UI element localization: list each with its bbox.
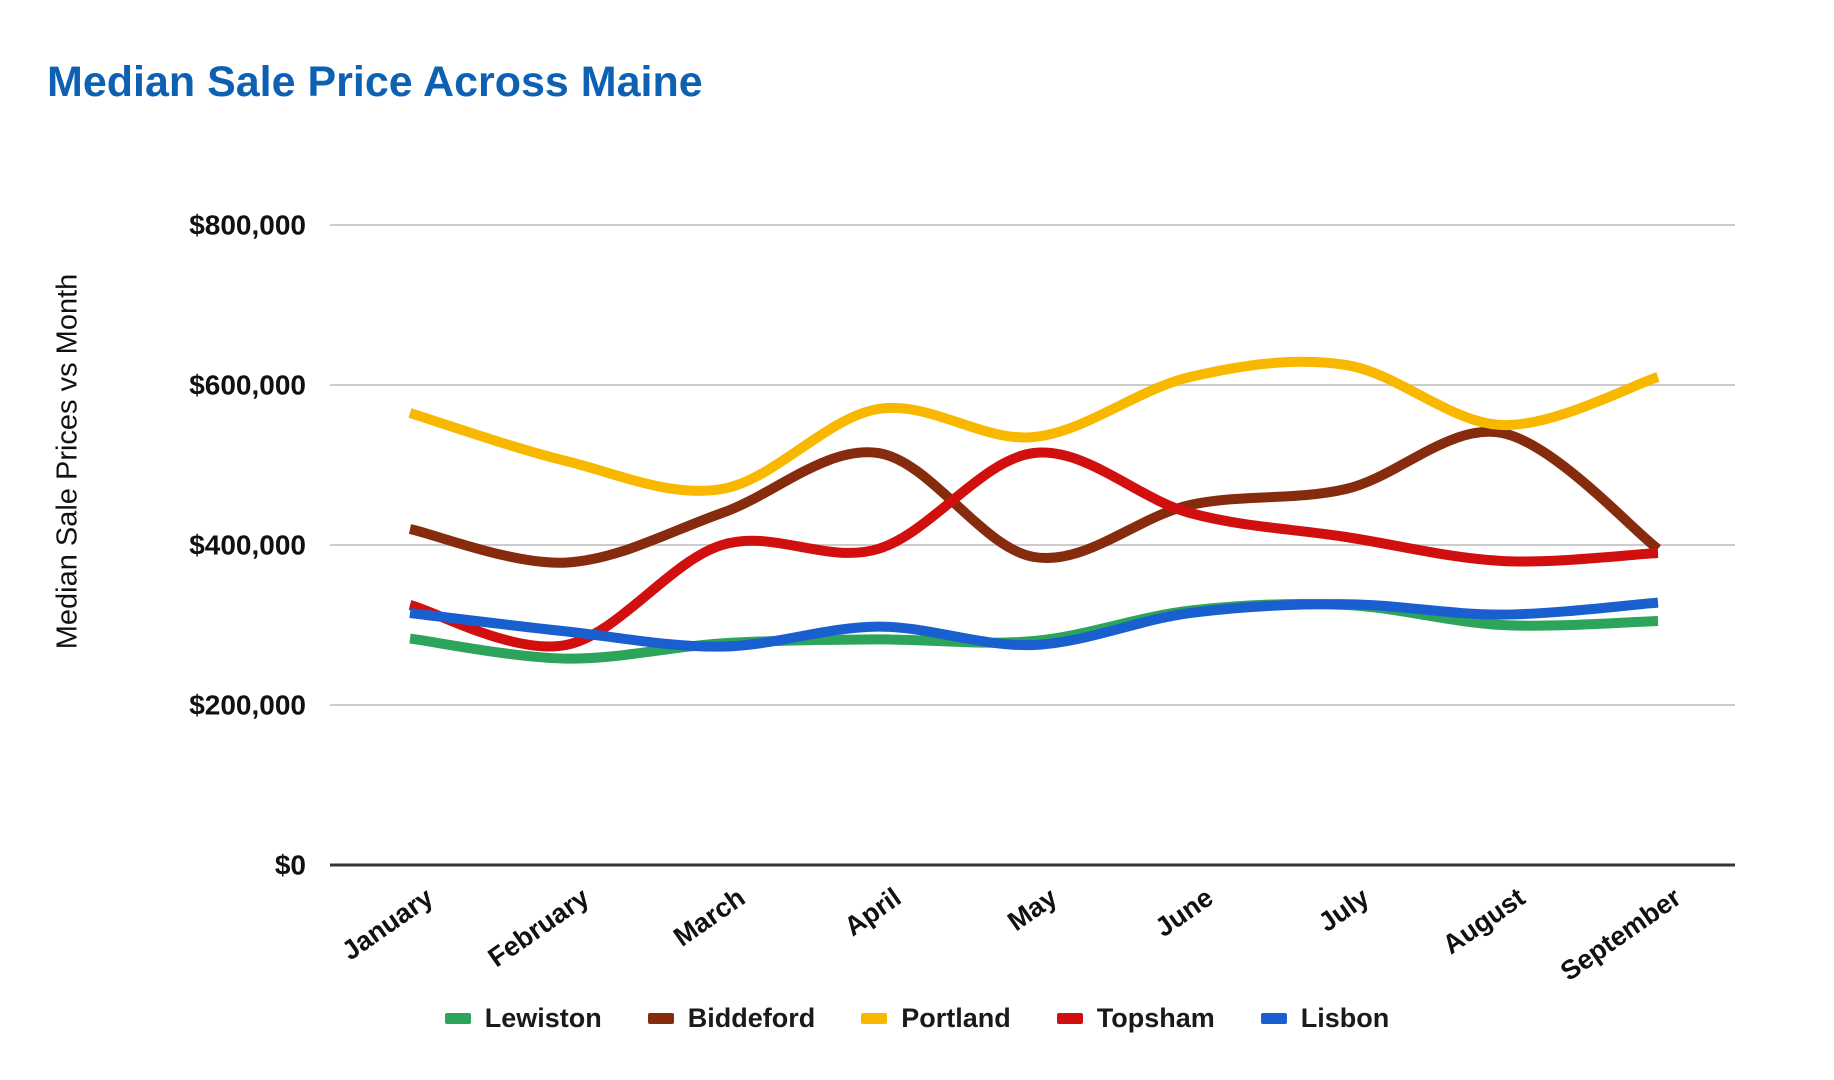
legend-item-portland[interactable]: Portland — [861, 1003, 1011, 1034]
legend-label: Lewiston — [484, 1003, 602, 1033]
legend-item-topsham[interactable]: Topsham — [1056, 1003, 1215, 1034]
legend-item-lisbon[interactable]: Lisbon — [1260, 1003, 1390, 1034]
x-tick-label-april: April — [839, 882, 907, 942]
legend: Lewiston Biddeford Portland Topsham Lisbon — [0, 1003, 1834, 1034]
x-tick-label-september: September — [1555, 882, 1687, 987]
x-tick-label-july: July — [1313, 882, 1374, 938]
chart-title: Median Sale Price Across Maine — [47, 58, 703, 106]
series-line-topsham — [408, 447, 1659, 652]
legend-swatch-lisbon — [1260, 1013, 1287, 1024]
legend-swatch-portland — [861, 1013, 888, 1024]
series-line-lisbon — [409, 597, 1659, 652]
y-tick-label: $400,000 — [189, 530, 306, 561]
x-tick-label-june: June — [1150, 882, 1219, 943]
legend-item-biddeford[interactable]: Biddeford — [647, 1003, 816, 1034]
legend-label: Topsham — [1096, 1003, 1215, 1033]
series-line-biddeford — [408, 426, 1662, 568]
y-tick-label: $0 — [275, 850, 306, 881]
x-tick-label-february: February — [483, 882, 595, 973]
x-tick-label-august: August — [1437, 882, 1530, 960]
legend-item-lewiston[interactable]: Lewiston — [444, 1003, 602, 1034]
legend-swatch-topsham — [1056, 1013, 1083, 1024]
y-tick-label: $600,000 — [189, 370, 306, 401]
legend-swatch-lewiston — [444, 1013, 471, 1024]
legend-label: Biddeford — [687, 1003, 816, 1033]
legend-label: Portland — [901, 1003, 1011, 1033]
x-tick-label-may: May — [1002, 882, 1062, 937]
x-tick-label-january: January — [336, 882, 438, 966]
y-tick-label: $800,000 — [189, 210, 306, 241]
legend-swatch-biddeford — [647, 1013, 674, 1024]
y-tick-label: $200,000 — [189, 690, 306, 721]
legend-label: Lisbon — [1300, 1003, 1390, 1033]
x-tick-label-march: March — [668, 882, 750, 952]
series-line-portland — [408, 356, 1660, 496]
